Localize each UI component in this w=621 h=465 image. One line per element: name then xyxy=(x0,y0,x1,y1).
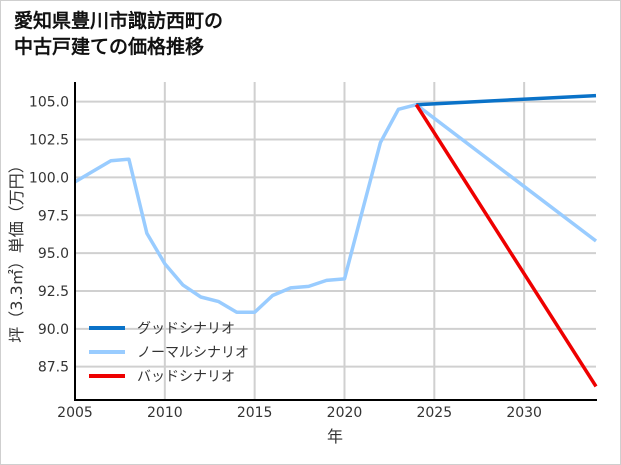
x-tick-label: 2030 xyxy=(506,405,542,421)
legend-label: バッドシナリオ xyxy=(137,369,235,385)
x-tick-label: 2025 xyxy=(416,405,452,421)
series-line xyxy=(414,103,598,388)
x-tick-label: 2015 xyxy=(237,405,273,421)
series-lines xyxy=(74,93,598,388)
title-line-1: 愛知県豊川市諏訪西町の xyxy=(14,10,224,32)
legend-label: グッドシナリオ xyxy=(137,321,235,337)
y-axis-ticks: 87.5 90.0 92.5 95.0 97.5 100.0 102.5 105.0 xyxy=(29,95,69,376)
y-tick-label: 87.5 xyxy=(38,360,69,376)
y-tick-label: 90.0 xyxy=(38,322,69,338)
y-tick-label: 97.5 xyxy=(38,208,69,224)
y-tick-label: 95.0 xyxy=(38,246,69,262)
legend-label: ノーマルシナリオ xyxy=(137,345,249,361)
series-line xyxy=(74,102,598,314)
y-tick-label: 100.0 xyxy=(29,170,69,186)
y-axis-label: 坪（3.3㎡）単価（万円） xyxy=(7,157,26,342)
y-tick-label: 92.5 xyxy=(38,284,69,300)
x-tick-label: 2020 xyxy=(327,405,363,421)
y-tick-label: 105.0 xyxy=(29,95,69,111)
series-line xyxy=(416,93,597,107)
x-axis-label: 年 xyxy=(327,427,343,446)
x-axis-ticks: 2005 2010 2015 2020 2025 2030 xyxy=(57,405,542,421)
chart-title: 愛知県豊川市諏訪西町の 中古戸建ての価格推移 xyxy=(14,8,223,60)
x-tick-label: 2005 xyxy=(57,405,93,421)
y-tick-label: 102.5 xyxy=(29,133,69,149)
x-tick-label: 2010 xyxy=(147,405,183,421)
title-line-2: 中古戸建ての価格推移 xyxy=(14,36,205,58)
